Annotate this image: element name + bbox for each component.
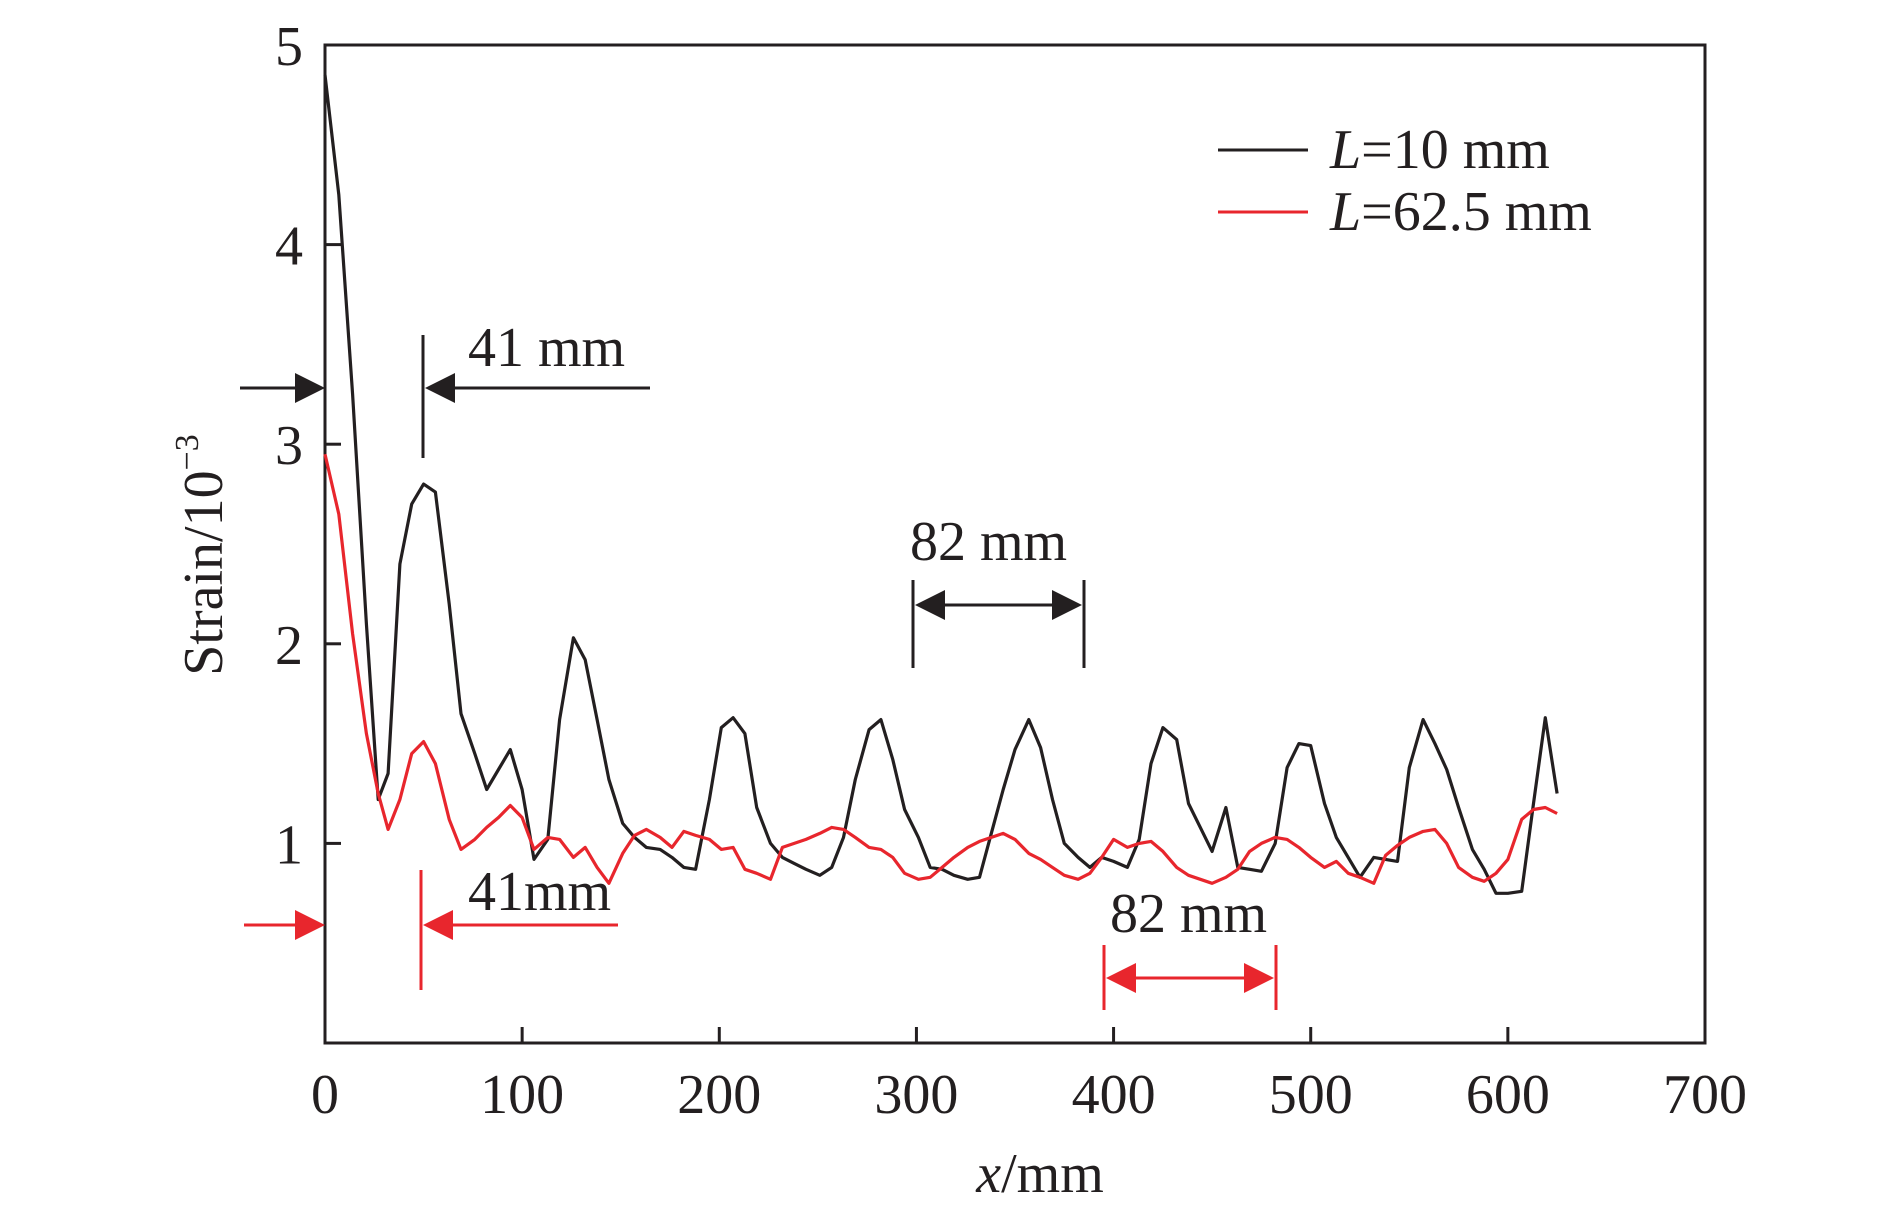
- x-tick-label: 0: [311, 1064, 339, 1126]
- x-tick-label: 200: [677, 1064, 761, 1126]
- y-tick-label: 4: [275, 216, 303, 278]
- annotations: [240, 335, 1278, 1010]
- annotation-41mm-red: 41mm: [468, 861, 611, 923]
- series-line-2: [323, 453, 1558, 885]
- x-tick-label: 500: [1269, 1064, 1353, 1126]
- x-tick-label: 700: [1663, 1064, 1747, 1126]
- x-tick-label: 400: [1072, 1064, 1156, 1126]
- x-tick-label: 600: [1466, 1064, 1550, 1126]
- annotation-41mm-black: 41 mm: [468, 317, 625, 379]
- x-tick-label: 100: [480, 1064, 564, 1126]
- legend-entry-series-2: L=62.5 mm: [1329, 181, 1592, 243]
- y-tick-label: 5: [275, 16, 303, 78]
- x-axis-label: x/mm: [975, 1143, 1104, 1205]
- series-lines: [323, 74, 1559, 895]
- y-tick-label: 3: [275, 415, 303, 477]
- x-tick-label: 300: [874, 1064, 958, 1126]
- annotation-82mm-red: 82 mm: [1110, 883, 1267, 945]
- annotation-82mm-black: 82 mm: [910, 511, 1067, 573]
- y-tick-label: 1: [275, 814, 303, 876]
- y-tick-label: 2: [275, 615, 303, 677]
- plot-frame: [323, 43, 1707, 1045]
- legend-entry-series-1: L=10 mm: [1329, 119, 1550, 181]
- axes: 0 100 200 300 400 500 600 700 1 2 3 4 5: [275, 16, 1747, 1126]
- legend: L=10 mm L=62.5 mm: [1218, 119, 1592, 243]
- y-axis-label: Strain/10−3: [169, 434, 235, 676]
